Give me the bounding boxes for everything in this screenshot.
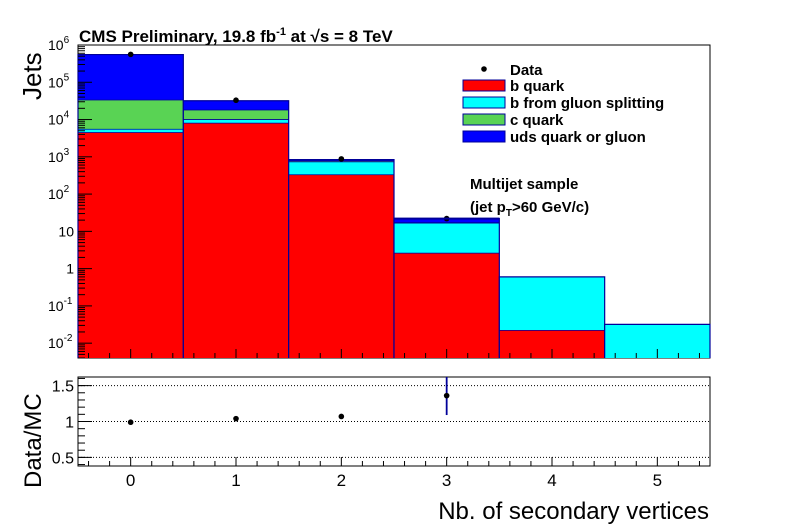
ratio-y-axis-label: Data/MC: [20, 393, 47, 488]
ratio-point-2: [338, 413, 345, 420]
legend-gluon-splitting-swatch: [462, 96, 506, 109]
y-tick-label: 102: [48, 184, 70, 202]
x-tick-label: 2: [337, 471, 346, 490]
top-y-axis-label: Jets: [17, 52, 47, 100]
ratio-y-tick-label: 1.5: [52, 379, 74, 396]
bar-b-quark-3: [394, 253, 500, 358]
y-tick-label: 105: [48, 72, 70, 90]
ratio-point-1: [233, 415, 239, 422]
bar-b-quark-0: [78, 132, 184, 358]
bar-b-from-gluon-splitting-4: [499, 276, 605, 331]
bar-b-from-gluon-splitting-2: [288, 161, 394, 175]
top-panel: 10-2 10-1 1 10 102 103 104 105 106: [48, 35, 711, 359]
bar-b-from-gluon-splitting-0: [78, 129, 184, 133]
legend-gluon-splitting-label: b from gluon splitting: [510, 95, 664, 112]
legend-c-quark-label: c quark: [510, 112, 564, 129]
annotation-cut: (jet pT>60 GeV/c): [470, 199, 589, 219]
stacked-bars: [77, 53, 711, 359]
legend-data-marker: [481, 66, 487, 72]
x-axis-label: Nb. of secondary vertices: [438, 498, 709, 525]
bar-c-quark-0: [78, 99, 184, 130]
ratio-y-tick-label: 1: [65, 415, 74, 432]
ratio-points: [127, 377, 450, 426]
x-tick-label: 1: [231, 471, 240, 490]
data-point-0: [127, 51, 134, 58]
top-y-axis: 10-2 10-1 1 10 102 103 104 105 106: [48, 35, 92, 359]
legend-uds-swatch: [462, 130, 506, 143]
x-tick-label: 5: [653, 471, 662, 490]
legend-uds-label: uds quark or gluon: [510, 129, 646, 146]
top-x-axis-ticks: [88, 349, 700, 358]
chart-title: CMS Preliminary, 19.8 fb-1 at √s = 8 TeV: [79, 26, 393, 46]
ratio-y-tick-label: 0.5: [52, 450, 74, 467]
x-tick-label: 3: [442, 471, 451, 490]
data-points: [127, 51, 500, 222]
y-tick-label: 103: [48, 147, 70, 165]
legend-b-quark-swatch: [462, 79, 506, 92]
ratio-point-3: [443, 392, 450, 399]
y-tick-label: 104: [48, 110, 70, 128]
ratio-point-0: [127, 419, 134, 426]
x-tick-label: 4: [547, 471, 556, 490]
bar-c-quark-1: [183, 110, 289, 120]
bar-b-from-gluon-splitting-3: [394, 223, 500, 254]
data-point-1: [233, 97, 239, 104]
ratio-y-axis: 0.5 1 1.5: [52, 377, 92, 467]
data-point-2: [338, 156, 345, 162]
bar-b-quark-1: [183, 123, 289, 359]
legend: Data b quark b from gluon splitting c qu…: [462, 62, 664, 146]
bar-uds-quark-or-gluon-0: [78, 54, 184, 100]
ratio-panel: 0.5 1 1.5 0 1 2 3 4 5: [52, 376, 711, 490]
y-tick-label: 1: [66, 261, 74, 277]
y-tick-label: 10-1: [48, 296, 73, 314]
bar-b-from-gluon-splitting-1: [183, 119, 289, 124]
legend-b-quark-label: b quark: [510, 78, 565, 95]
legend-data-label: Data: [510, 62, 543, 79]
ratio-grid: [78, 385, 710, 458]
x-tick-label: 0: [126, 471, 135, 490]
ratio-x-axis: 0 1 2 3 4 5: [88, 457, 700, 490]
bar-b-quark-2: [288, 174, 394, 358]
legend-c-quark-swatch: [462, 113, 506, 126]
bar-uds-quark-or-gluon-1: [183, 100, 289, 111]
y-tick-label: 10-2: [48, 333, 73, 351]
y-tick-label: 10: [58, 223, 74, 239]
y-tick-label: 106: [48, 35, 70, 53]
annotation-sample: Multijet sample: [470, 176, 578, 193]
